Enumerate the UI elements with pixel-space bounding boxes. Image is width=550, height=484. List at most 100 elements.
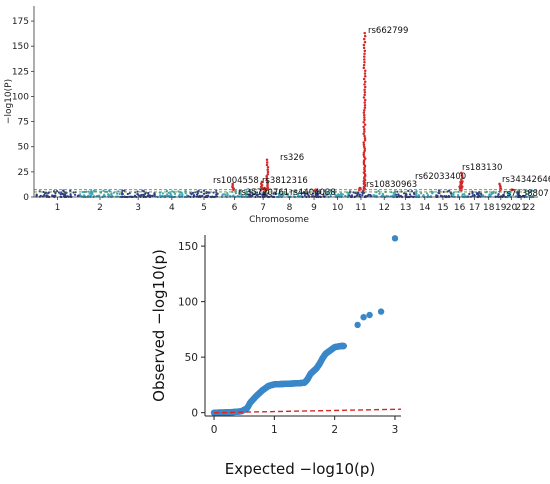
significant-snp-point (363, 123, 367, 126)
significant-snp-point (362, 37, 366, 41)
significant-snp-point (265, 161, 269, 164)
snp-point (337, 193, 340, 196)
snp-point (35, 193, 38, 196)
significant-snp-point (265, 163, 269, 167)
snp-point (240, 193, 243, 196)
snp-point (244, 192, 248, 195)
snp-point (357, 191, 360, 194)
snp-point (64, 194, 67, 197)
snp-point (261, 193, 264, 196)
significant-snp-point (460, 173, 464, 177)
significant-snp-point (362, 153, 365, 156)
significant-snp-point (231, 182, 234, 186)
snp-point (354, 192, 357, 195)
significant-snp-point (363, 34, 367, 38)
x-tick-label: 17 (469, 203, 480, 213)
significant-snp-point (362, 96, 366, 99)
significant-snp-point (362, 125, 365, 129)
snp-point (256, 193, 259, 196)
snp-point (140, 194, 143, 197)
qq-point (354, 321, 361, 329)
snp-point (123, 189, 126, 192)
snp-point (236, 194, 239, 198)
qq-points (210, 235, 399, 416)
significant-snp-point (358, 186, 362, 190)
significant-snp-point (363, 69, 367, 72)
hit-label: rs3812316 (262, 176, 308, 186)
x-tick-label: 18 (483, 203, 495, 213)
snp-point (482, 194, 485, 197)
significant-snp-point (363, 80, 367, 83)
snp-point (169, 192, 172, 195)
qq-x-tick-label: 1 (271, 424, 278, 436)
y-tick-label: 100 (12, 92, 29, 102)
snp-point (42, 190, 45, 194)
snp-point (229, 194, 232, 198)
significant-snp-point (362, 63, 366, 67)
snp-point (399, 194, 403, 198)
qq-point (366, 311, 373, 319)
snp-point (344, 194, 347, 197)
x-tick-label: 19 (495, 203, 507, 213)
snp-point (526, 189, 529, 192)
snp-point (59, 193, 62, 196)
significant-snp-point (362, 66, 366, 70)
snp-point (267, 192, 270, 195)
snp-point (262, 191, 265, 194)
snp-point (81, 190, 85, 194)
significant-snp-point (363, 127, 366, 131)
significant-snp-point (363, 106, 367, 109)
significant-snp-point (362, 155, 366, 158)
snp-point (407, 189, 410, 192)
snp-point (110, 192, 113, 196)
snp-point (307, 194, 310, 197)
snp-point (79, 193, 82, 196)
x-tick-label: 8 (287, 203, 293, 213)
snp-point (435, 194, 438, 197)
snp-point (471, 194, 474, 197)
snp-point (234, 192, 237, 195)
x-tick-label: 16 (454, 203, 466, 213)
snp-point (348, 194, 351, 197)
snp-point (413, 193, 416, 196)
significant-snp-point (265, 175, 268, 178)
snp-point (181, 194, 184, 197)
snp-point (395, 193, 398, 196)
snp-point (325, 194, 328, 197)
snp-point (422, 194, 425, 197)
snp-point (491, 191, 494, 195)
significant-snp-point (363, 116, 366, 119)
hit-label: rs326 (280, 153, 304, 163)
snp-point (417, 194, 420, 197)
snp-point (231, 190, 234, 193)
snp-point (98, 194, 101, 197)
hit-label: rs1004558 (213, 176, 259, 186)
snp-point (378, 192, 381, 195)
snp-point (438, 192, 441, 195)
manhattan-hit-labels: rs1004558 rs35720761 rs326 rs3812316 rs44040… (213, 26, 550, 199)
y-tick-label: 75 (18, 118, 29, 128)
qq-x-tick-label: 3 (392, 424, 399, 436)
snp-point (442, 190, 445, 193)
snp-point (403, 192, 406, 195)
snp-point (297, 193, 300, 196)
x-tick-label: 5 (201, 203, 207, 213)
snp-point (191, 191, 195, 194)
snp-point (461, 193, 464, 196)
significant-snp-point (266, 172, 270, 176)
snp-point (196, 193, 199, 196)
snp-point (73, 193, 77, 196)
significant-snp-point (266, 166, 270, 169)
threshold-lines (34, 189, 538, 193)
significant-snp-point (363, 49, 367, 53)
snp-point (234, 189, 237, 192)
qq-reference-line (214, 408, 402, 414)
significant-snp-point (362, 132, 365, 135)
snp-point (340, 194, 343, 197)
snp-point (102, 189, 105, 192)
significant-snp-point (363, 157, 367, 160)
x-tick-label: 21 (515, 203, 526, 213)
